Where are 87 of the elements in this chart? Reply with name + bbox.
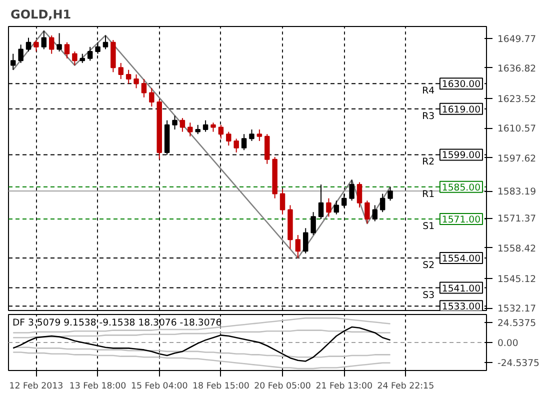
candlestick bbox=[241, 134, 247, 151]
chart-title: GOLD,H1 bbox=[10, 8, 72, 22]
ref-line-label: 1583.19 bbox=[498, 186, 536, 198]
candlestick bbox=[172, 115, 178, 130]
candlestick bbox=[102, 34, 108, 50]
candlestick bbox=[87, 46, 93, 62]
y-tick-label: 1649.77 bbox=[498, 34, 536, 45]
x-tick-label: 13 Feb 18:00 bbox=[69, 382, 126, 392]
candlestick bbox=[295, 234, 301, 258]
x-tick-label: 12 Feb 2013 bbox=[9, 382, 64, 392]
line-series bbox=[12, 317, 391, 334]
ref-line-label: R4 bbox=[422, 86, 435, 97]
candlestick bbox=[195, 124, 200, 135]
candlestick bbox=[356, 182, 362, 208]
candlestick bbox=[80, 53, 86, 64]
candlestick bbox=[180, 118, 186, 132]
ref-line-label: S3 bbox=[422, 290, 435, 301]
y-tick-label: 1597.62 bbox=[498, 153, 536, 164]
candlestick bbox=[364, 200, 370, 224]
x-tick-label: 24 Feb 22:15 bbox=[377, 382, 434, 392]
candlestick bbox=[218, 124, 224, 140]
annotation: 1630.00 bbox=[442, 79, 481, 90]
candlestick bbox=[341, 193, 347, 208]
y-tick-label: 0.00 bbox=[498, 338, 518, 349]
annotation: 1541.00 bbox=[442, 283, 481, 294]
annotation: 1585.00 bbox=[442, 182, 481, 194]
candlestick bbox=[310, 212, 316, 236]
candlestick bbox=[134, 74, 139, 89]
annotation: 1533.00 bbox=[442, 302, 481, 313]
candlestick bbox=[210, 122, 216, 132]
candlestick bbox=[318, 184, 324, 220]
line-series bbox=[12, 30, 391, 259]
x-tick-label: 15 Feb 04:00 bbox=[130, 382, 188, 392]
candlestick bbox=[249, 129, 254, 142]
line-series bbox=[12, 346, 391, 358]
y-tick-label: 1610.57 bbox=[498, 124, 536, 135]
ref-line-label: R1 bbox=[422, 188, 435, 200]
candlestick bbox=[234, 138, 239, 153]
candlestick bbox=[10, 53, 16, 70]
candlestick bbox=[56, 32, 62, 52]
candlestick bbox=[256, 129, 262, 142]
candlestick bbox=[280, 188, 286, 215]
line-series bbox=[12, 330, 391, 338]
x-tick-label: 20 Feb 05:00 bbox=[254, 382, 311, 392]
line-series bbox=[12, 352, 391, 370]
y-tick-label: 1532.17 bbox=[498, 304, 536, 315]
candlestick bbox=[188, 122, 193, 137]
candlestick bbox=[64, 42, 70, 59]
candlestick bbox=[264, 134, 270, 164]
ref-line-label: S2 bbox=[422, 260, 435, 271]
annotation: 1599.00 bbox=[442, 150, 481, 162]
candlestick bbox=[72, 51, 78, 66]
y-tick-label: -24.5375 bbox=[498, 358, 540, 369]
candlestick bbox=[372, 204, 378, 222]
x-tick-label: 21 Feb 13:00 bbox=[316, 382, 373, 392]
ref-line-label: S1 bbox=[422, 220, 435, 232]
y-tick-label: 1545.12 bbox=[498, 274, 536, 285]
candlestick bbox=[380, 193, 386, 213]
candlestick bbox=[303, 228, 308, 254]
candlestick bbox=[149, 88, 154, 108]
candlestick bbox=[126, 69, 132, 84]
candlestick bbox=[26, 37, 32, 52]
candlestick bbox=[48, 34, 54, 54]
candlestick bbox=[41, 30, 47, 50]
x-tick-label: 18 Feb 15:00 bbox=[192, 382, 250, 392]
y-tick-label: 1636.82 bbox=[498, 63, 536, 74]
candlestick bbox=[334, 200, 340, 215]
candlestick bbox=[18, 44, 24, 64]
ref-line-label: R2 bbox=[422, 156, 435, 168]
annotation: 1619.00 bbox=[442, 104, 481, 116]
candlestick bbox=[141, 78, 147, 98]
candlestick bbox=[34, 40, 39, 52]
annotation: 1554.00 bbox=[442, 253, 481, 264]
candlestick bbox=[95, 42, 100, 54]
y-tick-label: 24.5375 bbox=[498, 318, 536, 330]
candlestick bbox=[349, 179, 354, 202]
y-tick-label: 1558.42 bbox=[498, 243, 536, 254]
chart-title: DF 3.5079 9.1538 -9.1538 18.3076 -18.3076 bbox=[12, 318, 222, 328]
candlestick bbox=[226, 131, 232, 146]
y-tick-label: 1623.52 bbox=[498, 94, 536, 105]
y-tick-label: 1571.37 bbox=[498, 214, 536, 225]
ref-line-label: R3 bbox=[422, 110, 435, 122]
candlestick bbox=[202, 120, 208, 132]
candlestick bbox=[118, 62, 124, 80]
candlestick bbox=[388, 186, 393, 202]
candlestick bbox=[326, 198, 332, 218]
annotation: 1571.00 bbox=[442, 214, 481, 226]
